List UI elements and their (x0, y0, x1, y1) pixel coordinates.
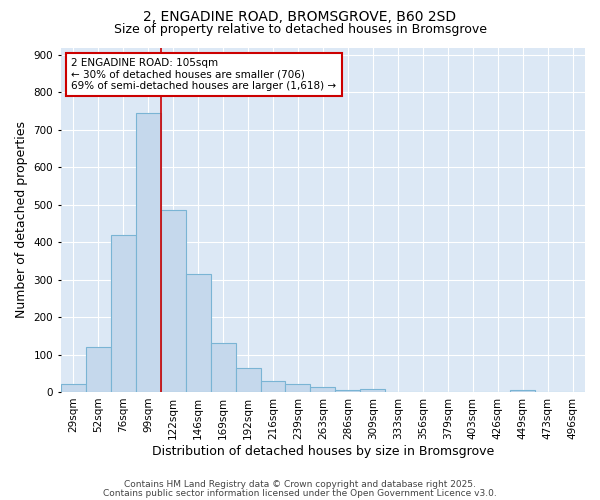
Text: Contains public sector information licensed under the Open Government Licence v3: Contains public sector information licen… (103, 488, 497, 498)
X-axis label: Distribution of detached houses by size in Bromsgrove: Distribution of detached houses by size … (152, 444, 494, 458)
Bar (185, 274, 211, 392)
Bar (361, 389, 385, 392)
Bar (286, 384, 310, 392)
Bar (136, 113, 161, 392)
Bar (310, 388, 335, 392)
Y-axis label: Number of detached properties: Number of detached properties (15, 121, 28, 318)
Bar (236, 368, 260, 392)
Bar (335, 390, 361, 392)
Bar (111, 234, 136, 392)
Bar (61, 384, 86, 392)
Text: Contains HM Land Registry data © Crown copyright and database right 2025.: Contains HM Land Registry data © Crown c… (124, 480, 476, 489)
Text: 2 ENGADINE ROAD: 105sqm
← 30% of detached houses are smaller (706)
69% of semi-d: 2 ENGADINE ROAD: 105sqm ← 30% of detache… (71, 58, 337, 91)
Bar (260, 380, 286, 392)
Bar (510, 390, 535, 392)
Text: 2, ENGADINE ROAD, BROMSGROVE, B60 2SD: 2, ENGADINE ROAD, BROMSGROVE, B60 2SD (143, 10, 457, 24)
Text: Size of property relative to detached houses in Bromsgrove: Size of property relative to detached ho… (113, 22, 487, 36)
Bar (211, 344, 236, 392)
Bar (161, 210, 185, 392)
Bar (86, 347, 111, 392)
